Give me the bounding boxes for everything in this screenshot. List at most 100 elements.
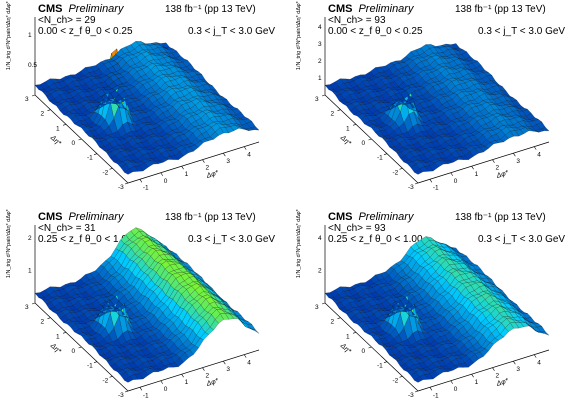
y-tick [321, 302, 326, 305]
x-tick [492, 367, 495, 371]
y-tick [62, 124, 67, 126]
experiment-label: CMS [38, 3, 63, 15]
multiplicity-label: <N_ch> = 31 [38, 223, 96, 234]
surface-plot: -1 0 1 2 3 4 -3 -2 -1 0 1 2 3 0.5 1 Δφ* Δη* 1/N_trig d²N^… [6, 0, 260, 191]
y-tick [352, 124, 357, 126]
x-tick-label: 0 [454, 178, 458, 185]
y-tick [321, 94, 326, 97]
x-tick-label: -1 [433, 392, 439, 399]
y-tick-label: 2 [331, 111, 335, 118]
luminosity-label: 138 fb⁻¹ (pp 13 TeV) [165, 212, 256, 223]
y-tick-label: -3 [408, 392, 414, 399]
y-tick [399, 376, 403, 378]
z-tick-label: 3 [318, 41, 322, 48]
y-axis-title: Δη* [338, 342, 352, 356]
x-tick [243, 354, 247, 358]
y-tick-label: 0 [362, 348, 366, 355]
y-axis-title: Δη* [48, 134, 62, 148]
x-tick [533, 146, 537, 150]
surface-mesh [324, 236, 550, 383]
y-tick [47, 317, 51, 319]
x-tick [181, 166, 184, 170]
x-tick [513, 152, 516, 157]
y-axis-title: Δη* [338, 134, 352, 148]
y-tick [383, 153, 388, 155]
y-tick [47, 109, 51, 111]
surface-mesh [34, 227, 260, 383]
z-tick-label: 1 [318, 75, 322, 82]
x-axis-line [417, 141, 550, 184]
surface-cell [324, 292, 334, 298]
luminosity-label: 138 fb⁻¹ (pp 13 TeV) [455, 4, 546, 15]
experiment-header: CMS Preliminary [38, 4, 123, 15]
y-tick [383, 361, 388, 363]
experiment-label: CMS [38, 211, 63, 223]
x-tick-label: 2 [205, 373, 209, 380]
jt-range-label: 0.3 < j_T < 3.0 GeV [188, 26, 276, 37]
y-tick [368, 138, 372, 141]
kinematic-range-label: 0.25 < z_f θ_0 < 1.00 [328, 234, 423, 245]
experiment-label: CMS [328, 3, 353, 15]
z-tick-label: 2 [318, 268, 322, 275]
x-tick-label: 3 [226, 158, 230, 165]
x-tick [181, 374, 184, 378]
y-tick [62, 332, 67, 334]
axes: -1 0 1 2 3 4 -3 -2 -1 0 1 2 3 2 4 Δφ* Δη* 1/N_trig d²N^pa… [296, 208, 550, 399]
x-tick [533, 354, 537, 358]
surface-mesh [34, 41, 260, 175]
y-tick [109, 168, 113, 170]
y-tick [93, 361, 98, 363]
y-tick-label: -2 [393, 169, 399, 176]
surface-mesh [324, 43, 550, 175]
x-tick [492, 159, 495, 163]
y-tick-label: 0 [72, 140, 76, 147]
y-tick-label: 1 [346, 333, 350, 340]
y-tick-label: -1 [87, 363, 93, 370]
y-tick [31, 302, 36, 305]
z-axis-title: 1/N_trig d²N^pair/dΔη* dΔφ* [296, 0, 302, 70]
y-tick-label: -3 [118, 392, 124, 399]
x-tick [202, 367, 205, 371]
x-tick-label: -1 [433, 184, 439, 191]
jt-range-label: 0.3 < j_T < 3.0 GeV [188, 234, 276, 245]
x-tick [243, 146, 247, 150]
y-tick [31, 94, 36, 97]
chart-panel: CMS Preliminary 138 fb⁻¹ (pp 13 TeV) <N_ch>… [0, 0, 290, 207]
kinematic-range-label: 0.00 < z_f θ_0 < 0.25 [328, 26, 423, 37]
x-tick [202, 159, 205, 163]
x-tick-label: 3 [516, 158, 520, 165]
x-tick [429, 387, 433, 391]
x-axis-line [417, 349, 550, 392]
status-label: Preliminary [68, 3, 124, 15]
y-tick [414, 390, 419, 393]
surface-plot: -1 0 1 2 3 4 -3 -2 -1 0 1 2 3 2 4 Δφ* Δη* 1/N_trig d²N^pa… [296, 208, 550, 399]
multiplicity-label: <N_ch> = 93 [328, 15, 386, 26]
y-tick-label: 0 [72, 348, 76, 355]
y-tick-label: 1 [346, 125, 350, 132]
surface-plot: -1 0 1 2 3 4 -3 -2 -1 0 1 2 3 1 2 3 4 Δφ* Δη* 1/N_trig d²N^… [296, 0, 550, 191]
x-tick [223, 152, 226, 157]
x-tick-label: 3 [516, 366, 520, 373]
x-tick-label: 1 [475, 379, 479, 386]
surface-cell [34, 292, 44, 298]
y-tick-label: 3 [315, 304, 319, 311]
x-axis-title: Δφ* [495, 169, 510, 180]
experiment-label: CMS [328, 211, 353, 223]
x-tick-label: 0 [164, 386, 168, 393]
y-tick-label: 2 [41, 319, 45, 326]
y-tick-label: 3 [315, 96, 319, 103]
x-axis-title: Δφ* [495, 377, 510, 388]
y-tick-label: -1 [377, 155, 383, 162]
x-tick [223, 360, 226, 365]
kinematic-range-label: 0.25 < z_f θ_0 < 1.00 [38, 234, 133, 245]
y-tick-label: -2 [103, 169, 109, 176]
status-label: Preliminary [358, 3, 414, 15]
z-tick-label: 2 [318, 58, 322, 65]
x-tick [429, 179, 433, 183]
luminosity-label: 138 fb⁻¹ (pp 13 TeV) [455, 212, 546, 223]
y-tick-label: 3 [25, 304, 29, 311]
y-tick-label: 2 [331, 319, 335, 326]
x-axis-line [127, 349, 260, 392]
x-tick [160, 172, 163, 176]
x-tick [450, 380, 453, 384]
